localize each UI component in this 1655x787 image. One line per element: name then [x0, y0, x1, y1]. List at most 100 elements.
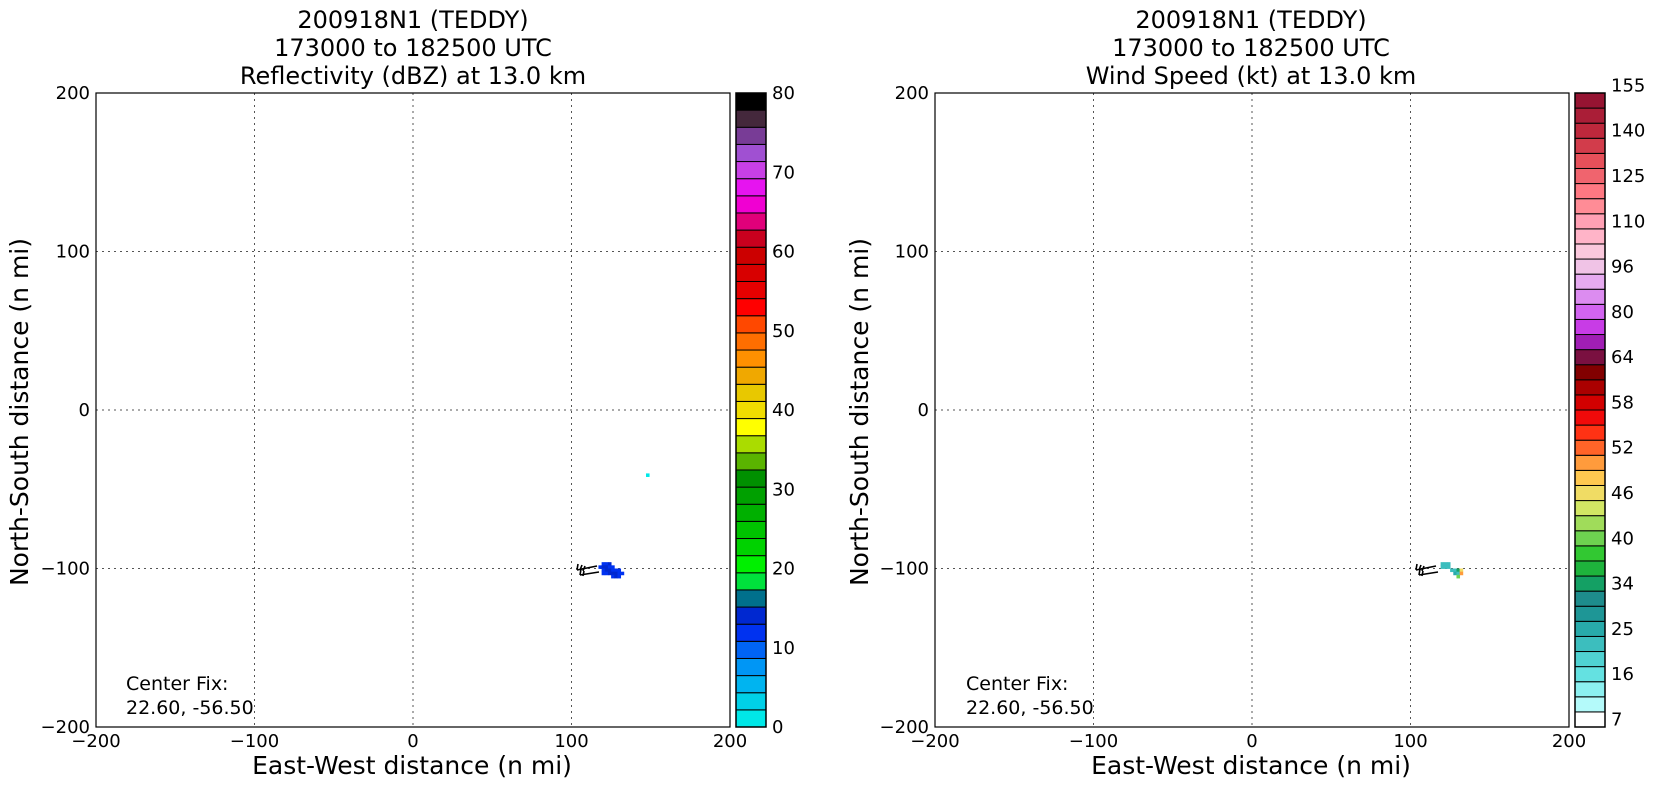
reflectivity-colorbar: [735, 92, 767, 728]
data-cell: [620, 571, 625, 576]
data-cell: [614, 568, 618, 573]
data-cell: [614, 574, 618, 579]
colorbar-tick-label: 25: [1611, 619, 1634, 640]
colorbar-segment: [1574, 303, 1606, 320]
data-cell: [607, 568, 612, 573]
data-cell: [617, 571, 622, 576]
colorbar-segment: [735, 606, 767, 625]
colorbar-tick-label: 80: [772, 83, 795, 104]
data-cell: [1459, 568, 1464, 573]
colorbar-segment: [735, 538, 767, 557]
colorbar-tick-label: 34: [1611, 574, 1634, 595]
reflectivity-center-fix-value: 22.60, -56.50: [126, 697, 254, 719]
colorbar-segment: [735, 332, 767, 351]
colorbar-segment: [1574, 666, 1606, 683]
y-tick-label: −200: [880, 717, 929, 738]
wind-speed-title-line-3: Wind Speed (kt) at 13.0 km: [1086, 62, 1417, 90]
data-cell: [1453, 571, 1457, 576]
reflectivity-center-fix-label: Center Fix:: [126, 673, 228, 695]
wind-barb: [579, 568, 600, 577]
colorbar-segment: [735, 657, 767, 677]
colorbar-tick-label: 0: [772, 717, 783, 738]
wind-barb: [1415, 563, 1437, 572]
colorbar-tick-label: 80: [1611, 302, 1634, 323]
x-tick-label: 200: [713, 731, 747, 752]
data-cell: [1446, 562, 1451, 566]
colorbar-segment: [1574, 364, 1606, 381]
colorbar-tick-label: 70: [772, 162, 795, 183]
data-cell: [607, 571, 612, 576]
colorbar-segment: [735, 280, 767, 300]
data-cell: [607, 562, 612, 566]
colorbar-segment: [1574, 213, 1606, 230]
colorbar-segment: [735, 246, 767, 265]
wind-barb: [1418, 568, 1439, 577]
wind-speed-title-line-1: 200918N1 (TEDDY): [1135, 6, 1366, 34]
y-tick-label: 200: [895, 83, 929, 104]
colorbar-segment: [1574, 92, 1606, 109]
colorbar-segment: [1574, 198, 1606, 215]
x-tick-label: −200: [910, 731, 959, 752]
data-cell: [1456, 571, 1461, 576]
colorbar-segment: [1574, 696, 1606, 713]
colorbar-segment: [735, 349, 767, 368]
data-cell: [1450, 568, 1454, 573]
colorbar-segment: [1574, 288, 1606, 305]
reflectivity-panel: 200918N1 (TEDDY) 173000 to 182500 UTC Re…: [5, 6, 795, 780]
colorbar-tick-label: 60: [772, 242, 795, 263]
colorbar-tick-label: 155: [1611, 75, 1645, 96]
data-cell: [617, 574, 622, 579]
colorbar-segment: [1574, 560, 1606, 577]
y-tick-label: 100: [895, 242, 929, 263]
wind-speed-data-cells: [1440, 562, 1464, 579]
data-cell: [604, 571, 609, 576]
y-tick-label: 0: [79, 400, 90, 421]
colorbar-segment: [1574, 590, 1606, 607]
colorbar-segment: [735, 263, 767, 282]
colorbar-segment: [1574, 681, 1606, 698]
data-cell: [1440, 562, 1445, 566]
data-cell: [607, 565, 612, 569]
colorbar-segment: [735, 572, 767, 591]
colorbar-tick-label: 10: [772, 638, 795, 659]
y-tick-label: 100: [56, 242, 90, 263]
colorbar-segment: [1574, 635, 1606, 653]
colorbar-segment: [1574, 349, 1606, 366]
colorbar-segment: [1574, 530, 1606, 547]
colorbar-segment: [1574, 439, 1606, 456]
reflectivity-x-tick-labels: −200 −100 0 100 200: [71, 731, 747, 752]
colorbar-tick-label: 30: [772, 479, 795, 500]
colorbar-segment: [735, 452, 767, 471]
colorbar-tick-label: 52: [1611, 438, 1634, 459]
colorbar-segment: [735, 178, 767, 197]
y-tick-label: −100: [41, 559, 90, 580]
x-tick-label: 0: [1246, 731, 1257, 752]
data-cell: [1443, 562, 1448, 566]
colorbar-tick-label: 96: [1611, 257, 1634, 278]
colorbar-segment: [1574, 137, 1606, 154]
colorbar-segment: [1574, 454, 1606, 471]
data-cell: [601, 568, 606, 573]
wind-speed-x-tick-labels: −200 −100 0 100 200: [910, 731, 1586, 752]
wind-speed-grid: [934, 92, 1570, 728]
colorbar-segment: [1574, 500, 1606, 517]
wind-speed-y-tick-labels: 200 100 0 −100 −200: [880, 83, 929, 738]
data-cell: [601, 562, 606, 566]
colorbar-segment: [735, 640, 767, 659]
colorbar-segment: [735, 400, 767, 420]
y-tick-label: −100: [880, 559, 929, 580]
data-cell: [1459, 571, 1464, 576]
reflectivity-wind-barbs: [576, 563, 600, 577]
colorbar-segment: [735, 503, 767, 522]
wind-speed-center-fix-value: 22.60, -56.50: [966, 697, 1094, 719]
colorbar-tick-label: 20: [772, 559, 795, 580]
data-cell: [645, 473, 650, 477]
colorbar-segment: [1574, 273, 1606, 290]
colorbar-tick-label: 50: [772, 321, 795, 342]
colorbar-segment: [735, 469, 767, 488]
wind-barb: [576, 563, 598, 572]
x-tick-label: 0: [407, 731, 418, 752]
colorbar-tick-label: 64: [1611, 347, 1634, 368]
colorbar-segment: [1574, 379, 1606, 396]
wind-speed-title-line-2: 173000 to 182500 UTC: [1112, 34, 1390, 62]
